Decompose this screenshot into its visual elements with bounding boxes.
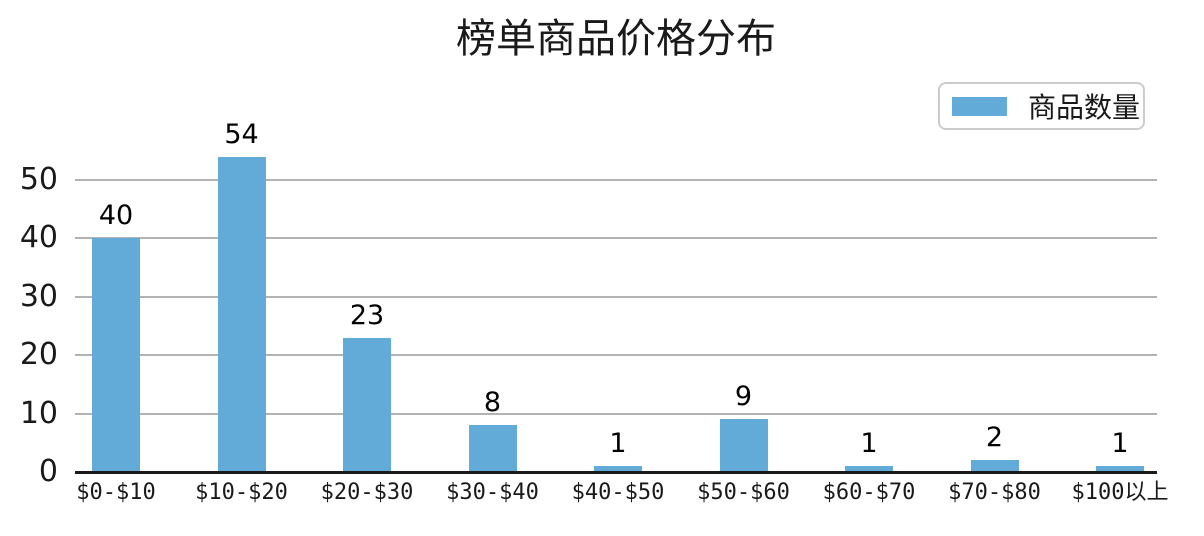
y-tick-label: 30 <box>19 278 58 314</box>
bar <box>845 466 893 472</box>
bar-value-label: 1 <box>860 428 878 460</box>
y-tick-label: 0 <box>38 454 58 489</box>
x-tick-label: $50-$60 <box>697 480 790 505</box>
gridline <box>75 237 1157 240</box>
bar-value-label: 23 <box>349 299 385 331</box>
bar <box>594 466 642 472</box>
y-tick-label: 10 <box>19 395 58 431</box>
bar <box>719 419 768 472</box>
y-tick-label: 20 <box>19 337 58 373</box>
gridline <box>75 354 1157 357</box>
bar <box>343 337 391 472</box>
x-tick-label: $70-$80 <box>948 480 1041 505</box>
bar-value-label: 54 <box>224 118 259 150</box>
bar <box>92 238 140 472</box>
y-tick-label: 50 <box>19 162 58 197</box>
x-tick-label: $60-$70 <box>822 480 916 505</box>
bar-value-label: 1 <box>609 428 627 460</box>
chart-title: 榜单商品价格分布 <box>456 16 776 62</box>
y-tick-label: 40 <box>19 220 58 256</box>
gridline <box>75 179 1157 181</box>
bar-value-label: 1 <box>1111 428 1129 460</box>
x-tick-label: $0-$10 <box>76 480 156 505</box>
bar-value-label: 2 <box>985 422 1004 454</box>
x-tick-label: $10-$20 <box>195 480 288 505</box>
legend-swatch <box>952 96 1007 116</box>
gridline <box>75 295 1157 298</box>
x-tick-label: $100以上 <box>1071 480 1169 505</box>
legend-label: 商品数量 <box>1028 91 1141 124</box>
x-tick-label: $40-$50 <box>571 480 665 505</box>
x-tick-label: $20-$30 <box>320 480 414 505</box>
bar <box>1096 466 1144 472</box>
legend: 商品数量 <box>938 82 1145 130</box>
bar <box>970 460 1019 472</box>
x-axis-line <box>75 471 1157 474</box>
bar-value-label: 9 <box>734 381 753 413</box>
bar <box>468 425 517 472</box>
gridline <box>75 412 1157 415</box>
x-tick-label: $30-$40 <box>446 480 539 505</box>
bar-value-label: 40 <box>98 200 134 232</box>
bar <box>217 156 266 472</box>
bar-value-label: 8 <box>483 387 502 419</box>
